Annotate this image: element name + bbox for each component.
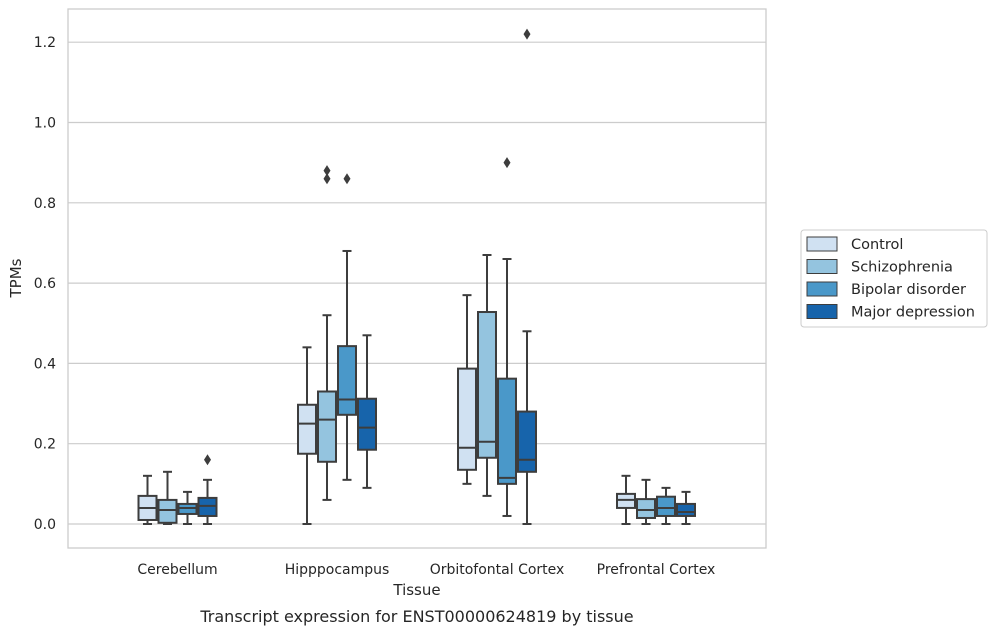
outlier-point xyxy=(343,173,351,185)
box-group xyxy=(636,478,656,525)
plot-frame xyxy=(67,8,767,549)
box-group xyxy=(357,334,377,489)
y-tick-label: 0.0 xyxy=(34,517,56,533)
legend-label: Schizophrenia xyxy=(851,260,953,276)
x-tick-label: Hipppocampus xyxy=(285,562,390,578)
box-group xyxy=(676,490,696,525)
box xyxy=(357,397,377,451)
box xyxy=(177,502,198,515)
x-tick-label: Orbitofontal Cortex xyxy=(430,562,565,578)
box-group xyxy=(656,486,676,525)
box-group xyxy=(477,253,497,497)
y-tick-label: 0.8 xyxy=(34,196,56,212)
box-group xyxy=(137,474,158,525)
box-group xyxy=(497,157,517,517)
x-tick-label: Cerebellum xyxy=(137,562,217,578)
legend-swatch xyxy=(806,259,838,274)
box xyxy=(517,410,537,473)
box xyxy=(317,390,337,463)
box-group xyxy=(457,294,477,485)
box xyxy=(656,495,676,517)
legend-label: Major depression xyxy=(851,305,975,321)
box xyxy=(297,403,317,455)
box xyxy=(337,345,357,416)
box-group xyxy=(337,173,357,481)
legend: Control Schizophrenia Bipolar disorder Majo… xyxy=(800,229,988,328)
outlier-point xyxy=(204,454,211,466)
legend-swatch xyxy=(806,236,838,252)
chart-caption: Transcript expression for ENST0000062481… xyxy=(199,607,633,626)
y-tick-label: 0.6 xyxy=(34,276,56,292)
box xyxy=(616,492,636,509)
box-group xyxy=(157,470,178,525)
legend-swatch xyxy=(806,281,838,297)
box xyxy=(636,498,656,519)
box-group xyxy=(297,346,317,525)
box xyxy=(157,498,178,524)
box xyxy=(497,377,517,485)
box-group xyxy=(177,490,198,525)
box xyxy=(457,367,477,471)
y-tick-label: 1.2 xyxy=(34,35,56,51)
legend-frame xyxy=(800,229,988,328)
x-tick-label: Prefrontal Cortex xyxy=(597,562,716,578)
outlier-point xyxy=(503,157,511,169)
legend-items: Control Schizophrenia Bipolar disorder Majo… xyxy=(806,236,975,321)
box-group xyxy=(197,454,218,525)
box xyxy=(477,311,497,459)
box xyxy=(676,502,696,517)
plot-background xyxy=(68,9,766,548)
grid-lines xyxy=(68,41,766,525)
y-tick-labels: 0.0 0.2 0.4 0.6 0.8 1.0 1.2 xyxy=(34,35,56,533)
box-group xyxy=(616,474,636,525)
box-group xyxy=(317,165,337,501)
outlier-point xyxy=(323,165,331,177)
y-tick-label: 0.2 xyxy=(34,437,56,453)
legend-label: Bipolar disorder xyxy=(851,282,966,298)
outlier-point xyxy=(323,173,331,185)
y-tick-label: 1.0 xyxy=(34,116,56,132)
outlier-point xyxy=(523,28,531,40)
y-tick-label: 0.4 xyxy=(34,356,56,372)
box xyxy=(197,496,218,517)
x-tick-labels: Cerebellum Hipppocampus Orbitofontal Corte… xyxy=(137,562,715,578)
x-axis-label: Tissue xyxy=(392,581,440,599)
box-group xyxy=(517,28,537,525)
y-axis-label: TPMs xyxy=(7,258,25,298)
legend-label: Control xyxy=(851,237,903,253)
box-groups xyxy=(137,28,696,525)
legend-swatch xyxy=(806,304,838,319)
